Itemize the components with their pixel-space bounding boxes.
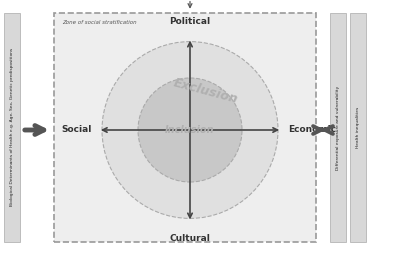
Text: Economic: Economic [288,126,336,134]
Bar [54,13,316,242]
Ellipse shape [138,78,242,182]
Text: Health inequalities: Health inequalities [356,107,360,148]
Text: Cultural: Cultural [170,234,210,243]
Text: Inclusion: Inclusion [165,125,215,135]
Text: Social: Social [62,126,92,134]
Text: Political: Political [170,17,210,26]
Bar [350,13,366,242]
Text: Zone of social stratification: Zone of social stratification [62,20,137,24]
Bar [4,13,20,242]
Text: Differential exposure and vulnerability: Differential exposure and vulnerability [336,85,340,170]
Text: Biological Determinants of Health e.g. Age, Sex, Genetic predispositions: Biological Determinants of Health e.g. A… [10,48,14,206]
Bar [330,13,346,242]
Ellipse shape [102,42,278,218]
Text: Exclusion: Exclusion [172,76,240,106]
